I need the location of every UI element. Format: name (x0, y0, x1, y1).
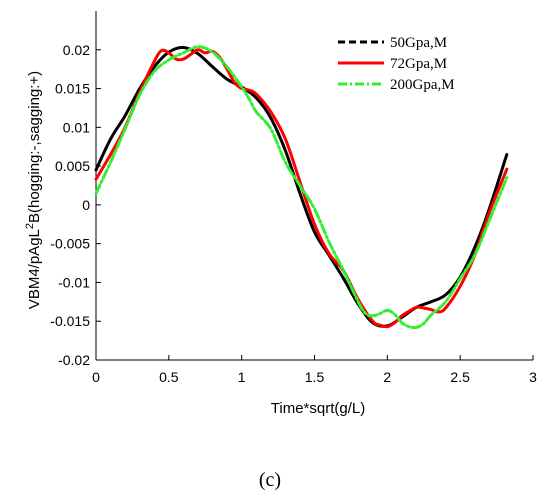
x-axis-ticks: 0 0.5 1 1.5 2 2.5 3 (92, 355, 537, 385)
series-line-1 (94, 45, 509, 328)
chart-series-lines (94, 45, 509, 330)
chart-legend: 50Gpa,M 72Gpa,M 200Gpa,M (338, 35, 455, 93)
x-tick-label: 1 (238, 369, 246, 385)
y-tick-label: -0.015 (50, 313, 90, 329)
y-axis-ticks: -0.02 -0.015 -0.01 -0.005 0 0.005 0.01 0.015 0.0… (50, 42, 101, 368)
y-tick-label: -0.01 (58, 274, 90, 290)
y-tick-label: -0.02 (58, 352, 90, 368)
series-line-3 (94, 45, 509, 330)
y-axis-label-base: VBM4/pAgL (26, 229, 43, 309)
x-tick-label: 3 (529, 369, 537, 385)
panel-label: (c) (259, 469, 281, 491)
x-axis-label: Time*sqrt(g/L) (271, 400, 365, 417)
x-tick-label: 1.5 (305, 369, 325, 385)
y-tick-label: 0.02 (63, 42, 90, 58)
chart-axes (95, 11, 533, 361)
y-tick-label: -0.005 (50, 236, 90, 252)
x-tick-label: 2 (383, 369, 391, 385)
y-tick-label: 0 (82, 197, 90, 213)
legend-label-2: 72Gpa,M (390, 56, 447, 72)
y-axis-label-rest: B(hogging:-,sagging:+) (26, 71, 43, 223)
x-tick-label: 2.5 (450, 369, 470, 385)
y-axis-label: VBM4/pAgL2B(hogging:-,sagging:+) (24, 71, 43, 309)
x-tick-label: 0.5 (159, 369, 179, 385)
x-tick-label: 0 (92, 369, 100, 385)
y-axis-label-superscript: 2 (24, 223, 36, 229)
y-tick-label: 0.015 (55, 81, 90, 97)
legend-label-3: 200Gpa,M (390, 77, 455, 93)
y-tick-label: 0.01 (63, 119, 90, 135)
legend-label-1: 50Gpa,M (390, 35, 447, 51)
y-tick-label: 0.005 (55, 158, 90, 174)
